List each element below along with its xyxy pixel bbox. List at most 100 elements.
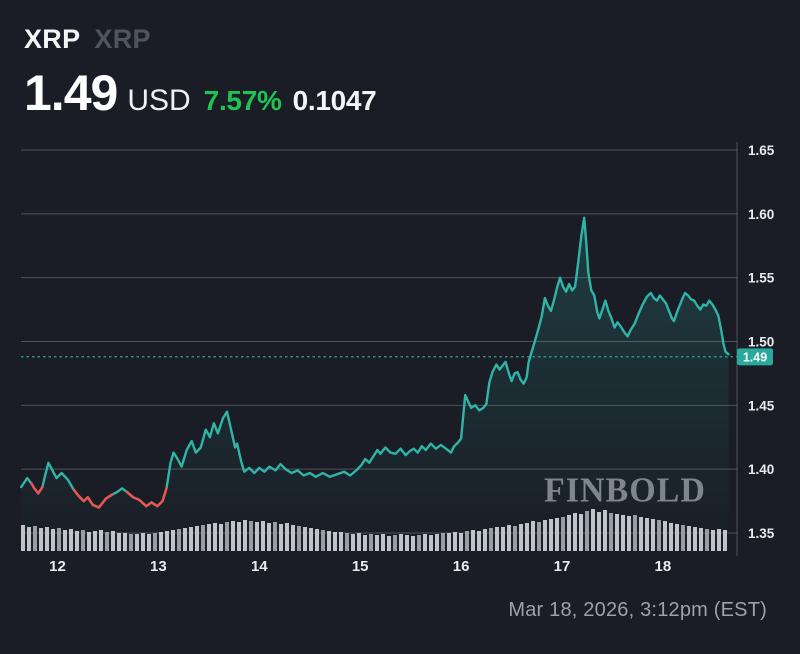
x-axis-label: 16 <box>453 558 470 575</box>
volume-bar <box>525 523 529 551</box>
volume-bar <box>723 530 727 551</box>
volume-bar <box>99 530 103 551</box>
volume-bar <box>597 512 601 551</box>
volume-bar <box>483 529 487 551</box>
volume-bar <box>471 530 475 551</box>
volume-bar <box>675 524 679 551</box>
y-axis-label: 1.35 <box>748 526 775 541</box>
volume-bar <box>441 533 445 551</box>
volume-bar <box>711 530 715 551</box>
volume-bar <box>201 525 205 551</box>
volume-bar <box>171 530 175 551</box>
volume-bar <box>183 528 187 551</box>
volume-bar <box>351 534 355 551</box>
volume-bar <box>447 533 451 551</box>
volume-bar <box>519 524 523 551</box>
y-axis-label: 1.60 <box>748 207 774 222</box>
volume-bar <box>687 526 691 551</box>
volume-bar <box>231 521 235 551</box>
volume-bar <box>21 525 25 551</box>
volume-bar <box>279 524 283 551</box>
y-axis-label: 1.45 <box>748 398 775 413</box>
volume-bar <box>567 515 571 551</box>
volume-bar <box>309 528 313 551</box>
volume-bar <box>429 535 433 551</box>
volume-bar <box>549 519 553 551</box>
volume-bar <box>159 532 163 551</box>
volume-bar <box>531 521 535 551</box>
volume-bar <box>117 533 121 551</box>
volume-bar <box>87 532 91 551</box>
volume-bar <box>339 532 343 551</box>
price-currency: USD <box>127 84 191 117</box>
volume-bar <box>465 531 469 551</box>
volume-bar <box>69 529 73 551</box>
y-axis-label: 1.55 <box>748 271 775 286</box>
volume-bar <box>255 522 259 551</box>
volume-bar <box>213 523 217 551</box>
volume-bar <box>705 529 709 551</box>
volume-bar <box>507 525 511 551</box>
volume-bar <box>123 533 127 551</box>
volume-bar <box>369 534 373 551</box>
volume-bar <box>555 518 559 551</box>
volume-bar <box>621 515 625 551</box>
volume-bar <box>357 533 361 551</box>
volume-bar <box>579 514 583 551</box>
volume-bar <box>693 527 697 551</box>
volume-bar <box>405 535 409 551</box>
volume-bar <box>663 521 667 551</box>
current-price-badge-label: 1.49 <box>743 350 767 364</box>
price-line-down-segment <box>125 487 168 508</box>
x-axis-label: 15 <box>352 558 369 575</box>
volume-bar <box>669 523 673 551</box>
volume-bar <box>393 535 397 551</box>
volume-bar <box>249 521 253 551</box>
price-line <box>20 216 730 509</box>
y-axis-label: 1.40 <box>748 462 774 477</box>
volume-bar <box>105 532 109 551</box>
volume-bar <box>651 519 655 551</box>
volume-bar <box>435 534 439 551</box>
volume-bar <box>489 528 493 551</box>
volume-bar <box>225 522 229 551</box>
volume-bar <box>699 528 703 551</box>
volume-bar <box>219 524 223 551</box>
volume-bar <box>315 529 319 551</box>
x-axis-label: 14 <box>251 558 268 575</box>
volume-bar <box>417 535 421 551</box>
volume-bar <box>411 536 415 551</box>
volume-bar <box>375 535 379 551</box>
volume-bar <box>645 518 649 551</box>
volume-bar <box>609 513 613 551</box>
volume-bar <box>267 523 271 551</box>
volume-bar <box>297 526 301 551</box>
price-line-down-segment <box>72 488 114 509</box>
volume-bar <box>291 525 295 551</box>
volume-bar <box>243 520 247 551</box>
volume-bar <box>207 524 211 551</box>
volume-bar <box>111 531 115 551</box>
volume-bar <box>537 522 541 551</box>
volume-bar <box>57 528 61 551</box>
volume-bar <box>303 527 307 551</box>
volume-bar <box>285 523 289 551</box>
volume-bar <box>423 534 427 551</box>
volume-bar <box>33 526 37 551</box>
volume-bar <box>177 529 181 551</box>
volume-bar <box>189 527 193 551</box>
volume-bar <box>639 517 643 551</box>
volume-bar <box>273 522 277 551</box>
volume-bar <box>93 531 97 551</box>
volume-bar <box>261 521 265 551</box>
volume-bar <box>627 516 631 551</box>
current-price-badge <box>737 348 773 366</box>
volume-bar <box>51 529 55 551</box>
price-line-down-segment <box>30 482 44 495</box>
volume-bar <box>363 535 367 551</box>
volume-bar <box>399 534 403 551</box>
volume-bar <box>153 533 157 551</box>
volume-bar <box>681 525 685 551</box>
